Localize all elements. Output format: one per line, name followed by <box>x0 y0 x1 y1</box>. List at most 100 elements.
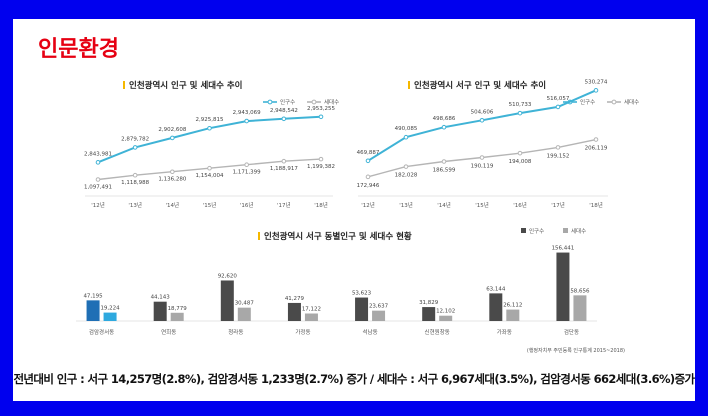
chart1-point-0-4 <box>517 110 523 116</box>
chart2-category-label-6: 가좌동 <box>497 328 512 336</box>
chart0-point-1-4 <box>244 162 249 168</box>
chart1-point-1-0 <box>365 174 371 180</box>
chart2-category-label-3: 가정동 <box>295 328 310 336</box>
chart2-bar-label-1-2: 30,487 <box>235 301 255 307</box>
chart0-point-0-6 <box>318 114 324 120</box>
chart0-data-label-0-3: 2,925,815 <box>196 117 224 123</box>
chart2-bar-label-1-4: 23,637 <box>369 304 389 310</box>
chart2-bar-label-0-0: 47,195 <box>83 293 103 299</box>
chart1-x-tick-0: '12년 <box>361 201 375 209</box>
chart0-point-0-5 <box>281 116 287 122</box>
chart2-category-label-2: 청라동 <box>228 328 243 336</box>
chart2-source-note: (행정자치부 주민등록 인구통계 2015~2018) <box>527 347 625 354</box>
chart0-x-tick-6: '18년 <box>314 201 328 209</box>
chart0-x-tick-5: '17년 <box>277 201 291 209</box>
chart0-x-tick-1: '13년 <box>128 201 142 209</box>
chart2-bar-1-5 <box>439 315 453 321</box>
chart0-x-tick-2: '14년 <box>166 201 180 209</box>
chart2-bar-label-0-6: 63,144 <box>486 286 506 292</box>
chart2-bar-0-5 <box>422 307 436 321</box>
chart2-category-label-4: 석남동 <box>362 328 377 336</box>
chart1-point-1-1 <box>403 164 409 169</box>
chart2-bar-1-1 <box>170 312 184 321</box>
chart2-bar-0-4 <box>355 297 369 321</box>
chart2-bar-label-0-7: 156,441 <box>552 246 575 252</box>
chart0-data-label-1-2: 1,136,280 <box>158 177 186 183</box>
chart2-category-label-5: 신현원창동 <box>425 328 450 336</box>
chart0-point-0-4 <box>244 118 249 124</box>
chart2-bar-label-1-6: 26,112 <box>503 303 522 309</box>
chart0-legend-label-0: 인구수 <box>280 99 295 106</box>
chart1-data-label-1-6: 206,119 <box>585 146 608 152</box>
summary-text: 전년대비 인구 : 서구 14,257명(2.8%), 검암경서동 1,233명… <box>13 372 695 386</box>
chart1-legend-label-1: 세대수 <box>624 98 639 106</box>
chart2-legend-label-1: 세대수 <box>571 227 586 235</box>
chart0-x-tick-3: '15년 <box>203 201 217 209</box>
chart1-data-label-0-4: 510,733 <box>509 102 532 108</box>
chart0-data-label-1-6: 1,199,382 <box>307 164 335 170</box>
chart0-data-label-1-4: 1,171,399 <box>233 170 261 176</box>
chart2-bar-0-3 <box>287 302 301 321</box>
chart2-bar-1-4 <box>372 310 386 321</box>
chart1-data-label-0-6: 530,274 <box>585 79 608 85</box>
chart0-data-label-1-1: 1,118,988 <box>121 180 149 186</box>
chart2-bar-label-1-1: 18,779 <box>168 306 188 312</box>
chart0-data-label-0-6: 2,953,255 <box>307 106 335 112</box>
chart2-bar-label-0-2: 92,620 <box>218 273 238 279</box>
chart2-bar-0-2 <box>220 280 234 321</box>
chart0-data-label-0-5: 2,948,542 <box>270 108 298 114</box>
chart2-bar-label-0-3: 41,279 <box>285 296 305 302</box>
chart0-point-0-2 <box>170 135 175 141</box>
chart1-x-tick-1: '13년 <box>399 201 413 209</box>
chart1-data-label-1-3: 190,119 <box>471 164 494 170</box>
chart0-x-tick-4: '16년 <box>240 201 254 209</box>
chart1-legend-label-0: 인구수 <box>580 99 595 106</box>
chart2-title: 인천광역시 서구 동별인구 및 세대수 현황 <box>264 231 412 242</box>
page-title: 인문환경 <box>38 37 119 62</box>
chart2-bar-label-1-5: 12,102 <box>436 309 455 315</box>
chart0-point-1-1 <box>132 172 138 178</box>
chart0-title-marker <box>123 81 125 89</box>
chart1-point-1-2 <box>441 159 447 164</box>
chart1-data-label-1-5: 199,152 <box>547 153 570 159</box>
chart0-point-0-0 <box>95 160 101 165</box>
chart1-title: 인천광역시 서구 인구 및 세대수 추이 <box>414 80 546 91</box>
chart2-bar-1-3 <box>304 313 318 321</box>
chart1-x-tick-4: '16년 <box>513 201 527 209</box>
chart1-x-tick-2: '14년 <box>437 201 451 209</box>
chart2-bar-0-7 <box>556 252 570 321</box>
chart2-category-label-0: 검암경서동 <box>89 328 114 336</box>
chart1-point-1-3 <box>479 155 485 160</box>
chart2-bar-label-1-0: 19,224 <box>100 306 120 312</box>
chart0-data-label-0-4: 2,943,069 <box>233 110 261 116</box>
chart0-data-label-0-1: 2,879,782 <box>121 136 149 142</box>
chart2-bar-label-0-4: 53,623 <box>352 291 372 297</box>
chart1-x-tick-3: '15년 <box>475 201 489 209</box>
chart1-data-label-0-0: 469,887 <box>357 150 380 156</box>
chart1-x-tick-5: '17년 <box>551 201 565 209</box>
chart2-bar-1-2 <box>237 307 251 321</box>
chart2-category-label-7: 검단동 <box>564 328 579 336</box>
chart0-data-label-1-3: 1,154,004 <box>196 173 224 179</box>
chart1-data-label-1-4: 194,008 <box>509 159 532 165</box>
chart0-data-label-1-5: 1,188,917 <box>270 166 298 172</box>
chart0-data-label-0-2: 2,902,608 <box>158 127 186 133</box>
chart1-data-label-0-1: 490,085 <box>395 126 418 132</box>
chart1-title-marker <box>408 81 410 89</box>
chart2-title-marker <box>258 232 260 240</box>
chart1-point-1-4 <box>517 150 523 156</box>
chart1-point-0-0 <box>365 158 371 164</box>
chart0-legend-marker-0 <box>267 99 273 105</box>
chart0-point-0-1 <box>132 145 138 150</box>
chart0-point-1-5 <box>281 158 287 164</box>
chart2-bar-1-7 <box>573 295 587 321</box>
chart2-legend-swatch-0 <box>521 228 526 233</box>
chart2-bar-1-0 <box>103 312 117 321</box>
chart2-bar-0-0 <box>86 300 100 321</box>
chart0-point-1-3 <box>207 165 212 171</box>
chart1-point-0-1 <box>403 134 409 140</box>
chart2-bar-0-6 <box>489 293 503 321</box>
chart1-data-label-0-5: 516,057 <box>547 96 570 102</box>
chart1-point-1-5 <box>555 145 561 150</box>
